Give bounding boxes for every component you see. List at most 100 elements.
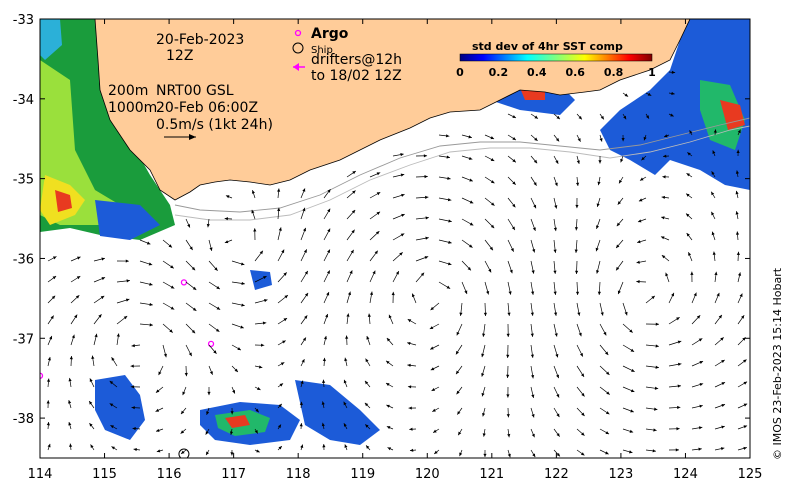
current-vector-head (230, 411, 234, 415)
current-vector-head (628, 450, 633, 454)
current-vector-head (512, 115, 516, 118)
land-western-australia (94, 19, 691, 201)
current-vector-head (131, 344, 135, 348)
x-tick-label: 125 (738, 467, 763, 482)
current-vector-head (619, 179, 623, 184)
current-vector-head (216, 285, 220, 290)
current-vector-head (617, 201, 622, 205)
current-vector-head (91, 355, 95, 359)
current-vector-head (149, 302, 153, 307)
current-vector-head (68, 377, 72, 382)
current-vector-head (456, 390, 460, 395)
current-vector-head (698, 338, 703, 342)
current-vector-head (213, 350, 217, 354)
current-vector-head (555, 160, 559, 164)
current-vector-head (399, 252, 403, 256)
current-vector-head (686, 233, 690, 237)
current-vector-head (630, 389, 635, 393)
current-vector-head (711, 191, 715, 196)
current-vector-head (713, 129, 717, 133)
current-vector-head (531, 414, 535, 418)
current-vector-head (344, 444, 348, 448)
current-vector-head (720, 447, 725, 451)
x-tick-label: 119 (350, 467, 375, 482)
current-vector-head (425, 216, 429, 220)
map-date: 20-Feb-2023 (156, 32, 244, 48)
current-vector-head (303, 227, 306, 232)
current-vector-head (721, 359, 725, 363)
current-vector-head (71, 334, 75, 339)
current-vector-head (676, 317, 680, 321)
current-vector-head (577, 138, 581, 142)
current-vector-head (677, 340, 682, 344)
depth-200-label: 200m (108, 83, 148, 99)
x-tick-label: 114 (28, 467, 53, 482)
current-vector-head (556, 374, 560, 379)
current-vector-head (637, 240, 641, 244)
current-vector-head (110, 425, 114, 429)
current-vector-head (206, 451, 210, 456)
current-vector-head (624, 311, 628, 316)
current-vector-head (284, 295, 288, 299)
current-vector-head (299, 423, 303, 427)
current-vector-head (180, 430, 185, 434)
current-vector-head (711, 231, 715, 236)
current-vector-head (130, 364, 134, 368)
current-vector-head (597, 291, 601, 295)
current-vector-head (617, 290, 621, 295)
current-vector-head (743, 381, 748, 385)
current-vector-head (365, 424, 369, 428)
current-vector-head (100, 295, 105, 300)
colorbar-tick-label: 0.2 (489, 66, 509, 79)
current-vector-head (424, 175, 428, 179)
current-vector-head (46, 378, 51, 382)
current-vector-head (507, 312, 511, 316)
current-vector-head (207, 391, 211, 396)
y-tick-label: -37 (13, 332, 34, 347)
current-vector-head (600, 115, 604, 120)
current-vector-head (721, 403, 726, 407)
current-vector-head (251, 190, 255, 194)
current-vector-head (606, 371, 610, 375)
current-vector-head (596, 203, 600, 207)
current-vector-head (279, 383, 284, 387)
x-tick-label: 118 (286, 467, 311, 482)
current-vector-head (670, 113, 674, 117)
current-vector-head (155, 389, 160, 393)
current-vector-head (599, 138, 603, 142)
current-vector-head (638, 198, 643, 202)
current-vector-head (605, 431, 610, 435)
current-vector-head (345, 335, 349, 339)
current-vector-head (386, 404, 390, 408)
current-vector-head (277, 207, 281, 212)
current-vector-head (327, 228, 331, 233)
current-vector-head (739, 293, 743, 298)
current-vector-head (109, 403, 114, 407)
current-vector-head (101, 277, 106, 281)
current-vector-head (651, 295, 655, 300)
current-vector-head (300, 444, 304, 449)
current-vector-head (280, 362, 285, 366)
current-vector-head (743, 403, 748, 407)
current-vector-head (278, 227, 282, 231)
current-vector-head (407, 363, 411, 367)
current-vector-head (182, 391, 186, 396)
current-vector-head (458, 431, 462, 436)
current-vector-head (533, 204, 537, 209)
current-vector-head (234, 368, 238, 372)
current-vector-head (187, 224, 191, 228)
current-vector-head (156, 428, 160, 432)
current-vector-head (89, 378, 93, 382)
current-vector-head (647, 92, 652, 96)
current-vector-head (191, 266, 196, 271)
current-vector-head (531, 291, 535, 295)
current-vector-head (534, 115, 538, 119)
current-vector-head (512, 136, 516, 141)
current-vector-head (661, 195, 666, 200)
current-vector-head (664, 134, 668, 138)
current-vector-head (556, 413, 560, 418)
x-tick-label: 120 (415, 467, 440, 482)
current-vector-head (676, 427, 680, 431)
current-vector-head (469, 222, 474, 226)
current-vector-head (654, 386, 659, 390)
